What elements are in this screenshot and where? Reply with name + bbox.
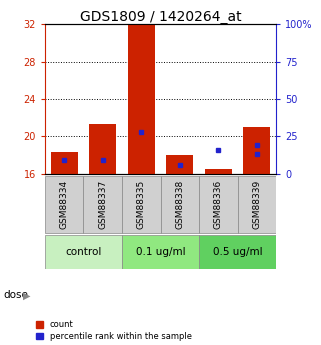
Bar	[89, 124, 116, 174]
Text: 0.1 ug/ml: 0.1 ug/ml	[136, 247, 185, 257]
Bar	[205, 169, 232, 174]
Bar	[122, 176, 160, 233]
Bar	[45, 235, 122, 269]
Bar	[122, 235, 199, 269]
Text: GSM88334: GSM88334	[60, 180, 69, 229]
Text: 0.5 ug/ml: 0.5 ug/ml	[213, 247, 262, 257]
Text: dose: dose	[3, 290, 28, 300]
Bar	[160, 176, 199, 233]
Bar	[243, 127, 270, 174]
Text: GSM88339: GSM88339	[252, 180, 261, 229]
Title: GDS1809 / 1420264_at: GDS1809 / 1420264_at	[80, 10, 241, 24]
Text: GSM88337: GSM88337	[98, 180, 107, 229]
Text: ▶: ▶	[23, 291, 30, 300]
Bar	[199, 235, 276, 269]
Bar	[238, 176, 276, 233]
Bar	[45, 176, 83, 233]
Bar	[199, 176, 238, 233]
Bar	[128, 24, 155, 174]
Bar	[166, 155, 193, 174]
Text: GSM88335: GSM88335	[137, 180, 146, 229]
Text: GSM88338: GSM88338	[175, 180, 184, 229]
Legend: count, percentile rank within the sample: count, percentile rank within the sample	[36, 321, 192, 341]
Text: GSM88336: GSM88336	[214, 180, 223, 229]
Bar	[51, 152, 78, 174]
Bar	[83, 176, 122, 233]
Text: control: control	[65, 247, 102, 257]
